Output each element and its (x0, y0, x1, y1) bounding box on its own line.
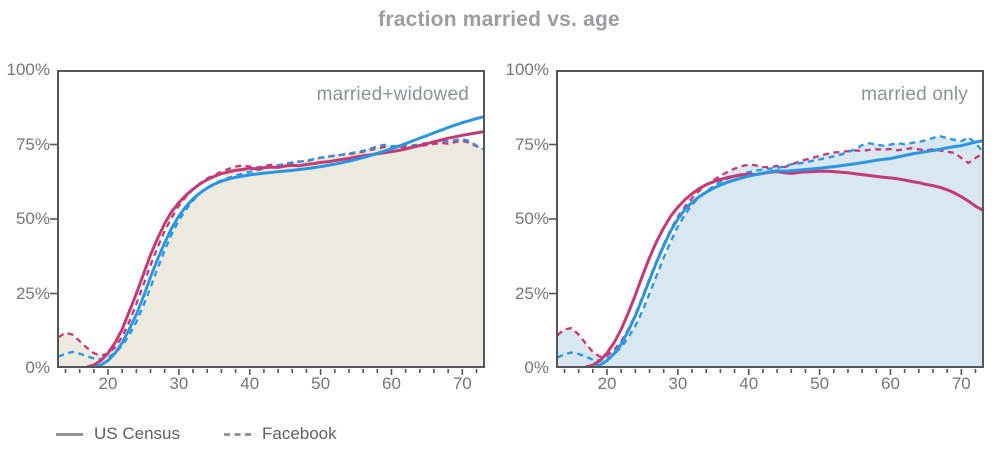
y-tick-label: 75% (514, 134, 549, 154)
x-tick-label: 20 (98, 374, 118, 393)
facebook-blue-line (556, 135, 984, 362)
legend-line-solid-icon (56, 432, 83, 436)
us-census-pink-line (585, 169, 984, 368)
x-tick-label: 20 (597, 374, 617, 393)
shaded-area (557, 136, 983, 368)
x-tick-label: 60 (381, 374, 401, 393)
panel-married-only: married only 0% 25% 50% 75% 100% 20 30 40 50 60 7… (506, 60, 984, 393)
x-tick-label: 50 (810, 374, 830, 393)
y-tick-label: 25% (514, 283, 549, 303)
legend-label: US Census (94, 424, 180, 443)
us-census-pink-line (86, 130, 484, 368)
y-axis-labels: 0% 25% 50% 75% 100% (499, 60, 549, 377)
x-axis-labels: 20 30 40 50 60 70 (556, 374, 984, 396)
y-tick-label: 0% (524, 358, 549, 377)
y-tick-label: 100% (6, 60, 50, 79)
plot-border (556, 70, 984, 368)
legend: US Census Facebook (56, 424, 337, 444)
x-axis-labels: 20 30 40 50 60 70 (57, 374, 485, 396)
y-tick-label: 0% (25, 358, 50, 377)
x-tick-label: 50 (311, 374, 331, 393)
x-tick-label: 70 (452, 374, 472, 393)
y-tick-label: 75% (15, 134, 50, 154)
legend-label: Facebook (261, 424, 337, 443)
legend-item-us-census: US Census (56, 424, 180, 444)
y-tick-label: 100% (505, 60, 549, 79)
us-census-blue-line (93, 115, 484, 368)
plot-area-svg (50, 70, 485, 375)
y-tick-label: 25% (15, 283, 50, 303)
y-axis-labels: 0% 25% 50% 75% 100% (0, 60, 50, 377)
legend-item-facebook: Facebook (223, 424, 337, 444)
x-tick-label: 70 (951, 374, 971, 393)
panel-tag: married+widowed (316, 84, 469, 105)
plot-border (57, 70, 485, 368)
plot-area-svg (549, 70, 984, 375)
us-census-blue-line (592, 139, 983, 368)
chart-title: fraction married vs. age (378, 8, 620, 31)
y-tick-label: 50% (514, 209, 549, 228)
panel-married-widowed: married+widowed 0% 25% 50% 75% 100% 20 30 40 50… (7, 60, 485, 393)
panel-tag: married only (861, 84, 968, 105)
y-tick-label: 50% (15, 209, 50, 228)
x-tick-label: 30 (169, 374, 189, 393)
x-tick-label: 30 (668, 374, 688, 393)
x-tick-label: 40 (739, 374, 759, 393)
x-tick-label: 40 (240, 374, 260, 393)
legend-line-dashed-icon (223, 432, 251, 436)
shaded-area (58, 139, 484, 368)
x-tick-label: 60 (880, 374, 900, 393)
